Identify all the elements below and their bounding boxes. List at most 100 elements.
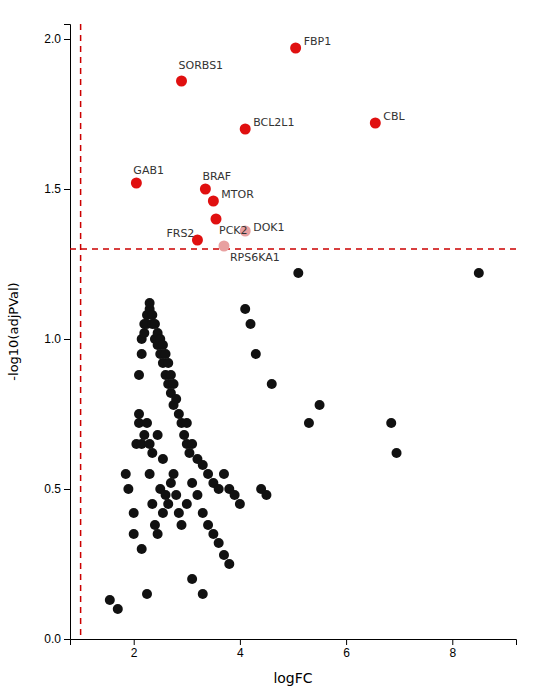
data-area — [70, 24, 516, 639]
point — [240, 304, 250, 314]
point — [211, 214, 222, 225]
point — [134, 370, 144, 380]
point — [166, 478, 176, 488]
point — [290, 43, 301, 54]
point — [230, 490, 240, 500]
point — [123, 484, 133, 494]
point — [251, 349, 261, 359]
reference-line — [80, 24, 82, 639]
point — [203, 469, 213, 479]
point — [187, 439, 197, 449]
point — [158, 340, 168, 350]
tick: 0.0 — [44, 632, 70, 646]
point — [174, 409, 184, 419]
tick-label: 2 — [131, 646, 138, 660]
point — [392, 448, 402, 458]
point-label: PCK2 — [219, 224, 248, 237]
axis-line — [71, 640, 517, 646]
point — [184, 448, 194, 458]
point-label: BRAF — [202, 170, 231, 183]
highlight-points — [131, 43, 381, 252]
point-label: CBL — [383, 110, 405, 123]
tick-mark — [64, 189, 70, 190]
point — [370, 118, 381, 129]
tick-mark — [134, 639, 135, 645]
reference-lines — [70, 24, 516, 639]
point — [208, 529, 218, 539]
point — [166, 370, 176, 380]
point — [182, 418, 192, 428]
y-axis-title: -log10(adjPVal) — [6, 282, 21, 380]
point — [147, 448, 157, 458]
point — [145, 439, 155, 449]
tick-mark — [64, 489, 70, 490]
tick: 4 — [237, 639, 244, 660]
points — [105, 268, 484, 614]
point — [203, 520, 213, 530]
point — [235, 499, 245, 509]
point — [134, 409, 144, 419]
tick-mark — [346, 639, 347, 645]
point-label: RPS6KA1 — [230, 251, 280, 264]
point-label: FBP1 — [304, 35, 332, 48]
point — [198, 508, 208, 518]
point — [163, 499, 173, 509]
point — [198, 589, 208, 599]
tick: 2 — [131, 639, 138, 660]
tick-mark — [64, 639, 70, 640]
point — [153, 430, 163, 440]
point — [145, 298, 155, 308]
point — [176, 76, 187, 87]
tick: 2.0 — [44, 32, 70, 46]
point-labels: FBP1SORBS1BCL2L1CBLGAB1BRAFMTORPCK2DOK1F… — [133, 35, 405, 264]
point — [137, 349, 147, 359]
y-axis: 0.00.51.01.52.0 — [44, 25, 70, 647]
point — [171, 490, 181, 500]
point — [208, 196, 219, 207]
point — [158, 454, 168, 464]
point — [139, 328, 149, 338]
point — [315, 400, 325, 410]
tick-mark — [452, 639, 453, 645]
x-axis: 2468 — [71, 639, 517, 660]
reference-line — [70, 248, 516, 250]
point — [177, 520, 187, 530]
point — [240, 124, 251, 135]
point-label: SORBS1 — [179, 59, 224, 72]
point — [137, 544, 147, 554]
point-label: BCL2L1 — [253, 116, 294, 129]
point — [129, 508, 139, 518]
point — [386, 418, 396, 428]
point — [169, 379, 179, 389]
point — [163, 358, 173, 368]
point — [153, 529, 163, 539]
point — [158, 508, 168, 518]
axis-line — [64, 25, 71, 640]
point — [150, 520, 160, 530]
point — [198, 460, 208, 470]
point — [113, 604, 123, 614]
point — [182, 499, 192, 509]
point — [105, 595, 115, 605]
point — [474, 268, 484, 278]
point — [246, 319, 256, 329]
point — [187, 574, 197, 584]
point — [142, 418, 152, 428]
tick: 1.5 — [44, 182, 70, 196]
point — [179, 430, 189, 440]
tick-label: 4 — [237, 646, 244, 660]
point — [142, 589, 152, 599]
point — [147, 499, 157, 509]
point — [145, 469, 155, 479]
tick: 8 — [449, 639, 456, 660]
point — [139, 430, 149, 440]
tick: 1.0 — [44, 332, 70, 346]
point — [224, 559, 234, 569]
point — [169, 469, 179, 479]
point-label: GAB1 — [133, 164, 164, 177]
point — [147, 310, 157, 320]
x-axis-title: logFC — [273, 670, 312, 686]
point — [161, 490, 171, 500]
tick-mark — [64, 339, 70, 340]
chart: 24680.00.51.01.52.0FBP1SORBS1BCL2L1CBLGA… — [0, 0, 540, 697]
